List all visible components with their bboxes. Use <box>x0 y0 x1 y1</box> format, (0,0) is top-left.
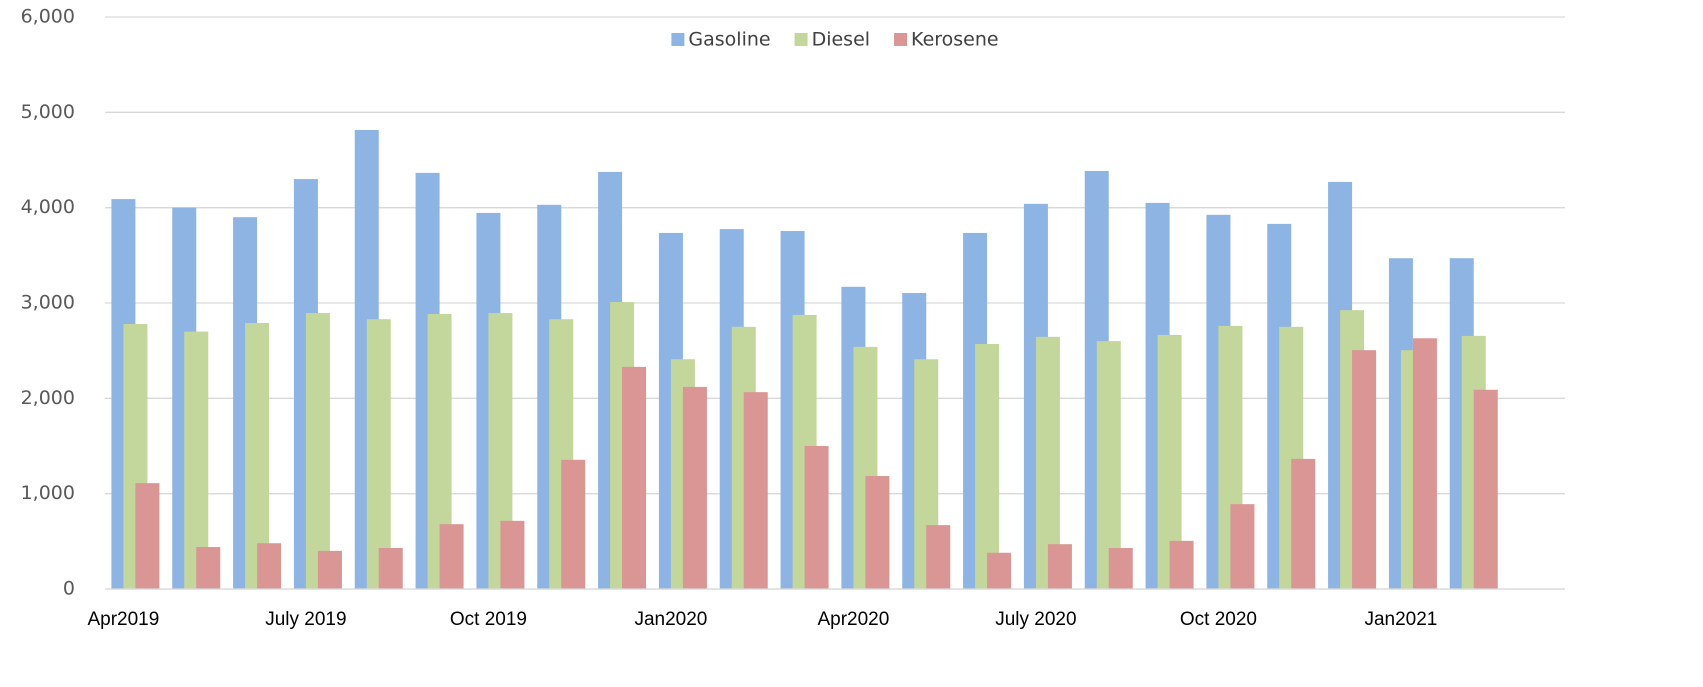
y-tick-label: 2,000 <box>21 387 75 409</box>
x-tick-label: July 2019 <box>265 609 346 630</box>
bar <box>135 483 160 589</box>
bar <box>439 524 464 589</box>
bar <box>743 392 768 589</box>
x-tick-label: Oct 2019 <box>450 609 527 630</box>
x-tick-label: Apr2019 <box>87 609 159 630</box>
bar <box>1169 540 1194 589</box>
bar <box>975 343 1000 589</box>
bar <box>1108 548 1133 589</box>
y-tick-label: 5,000 <box>21 101 75 123</box>
bar <box>1473 389 1498 589</box>
y-tick-label: 1,000 <box>21 482 75 504</box>
bar <box>561 459 586 589</box>
bar <box>1291 458 1316 589</box>
bar <box>1230 504 1255 589</box>
bar <box>1352 350 1377 589</box>
y-tick-label: 3,000 <box>21 292 75 314</box>
bar <box>317 550 342 589</box>
legend-label: Kerosene <box>911 29 999 51</box>
legend-swatch <box>894 33 908 46</box>
legend-item: Kerosene <box>894 29 999 51</box>
bar <box>305 313 330 589</box>
bar <box>682 386 707 589</box>
bar <box>804 446 829 589</box>
bar <box>926 525 951 589</box>
bar <box>622 366 647 589</box>
x-tick-label: Apr2020 <box>817 609 889 630</box>
bar <box>1412 338 1437 589</box>
legend-label: Gasoline <box>688 29 770 51</box>
bar <box>378 548 403 589</box>
bar <box>865 476 890 589</box>
bar <box>500 520 525 589</box>
x-tick-label: Jan2021 <box>1364 609 1437 630</box>
x-tick-label: Jan2020 <box>634 609 707 630</box>
bar <box>184 331 209 589</box>
bar <box>245 323 270 589</box>
x-tick-label: Oct 2020 <box>1180 609 1257 630</box>
legend-swatch <box>794 33 808 46</box>
bar <box>1047 544 1072 589</box>
bar <box>1096 341 1121 589</box>
bar <box>257 543 282 589</box>
x-tick-label: July 2020 <box>995 609 1076 630</box>
y-tick-label: 6,000 <box>21 6 75 28</box>
bar <box>196 547 221 589</box>
legend-swatch <box>671 33 685 46</box>
legend: Gasoline Diesel Kerosene <box>671 29 999 51</box>
legend-label: Diesel <box>812 29 870 51</box>
legend-item: Gasoline <box>671 29 771 51</box>
bar <box>366 319 391 589</box>
y-tick-label: 4,000 <box>21 196 75 218</box>
legend-item: Diesel <box>794 29 870 51</box>
bar <box>488 313 513 589</box>
y-tick-label: 0 <box>63 578 75 600</box>
bar <box>987 552 1012 589</box>
